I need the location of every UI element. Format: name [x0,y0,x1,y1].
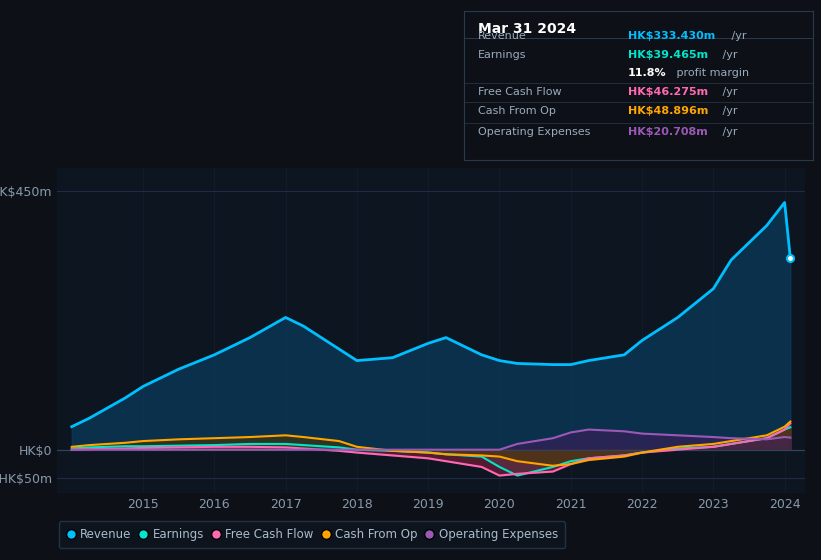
Text: /yr: /yr [718,106,737,116]
Text: HK$48.896m: HK$48.896m [628,106,709,116]
Text: HK$20.708m: HK$20.708m [628,127,708,137]
Text: profit margin: profit margin [673,68,750,78]
Legend: Revenue, Earnings, Free Cash Flow, Cash From Op, Operating Expenses: Revenue, Earnings, Free Cash Flow, Cash … [59,521,565,548]
Point [784,254,797,263]
Text: /yr: /yr [718,127,737,137]
Text: /yr: /yr [727,31,746,41]
Text: HK$46.275m: HK$46.275m [628,87,708,97]
Text: Earnings: Earnings [478,50,526,60]
Text: HK$39.465m: HK$39.465m [628,50,708,60]
Text: HK$333.430m: HK$333.430m [628,31,715,41]
Text: /yr: /yr [718,87,737,97]
Text: Operating Expenses: Operating Expenses [478,127,590,137]
Text: Free Cash Flow: Free Cash Flow [478,87,562,97]
Text: Cash From Op: Cash From Op [478,106,556,116]
Text: /yr: /yr [718,50,737,60]
Text: Revenue: Revenue [478,31,526,41]
Text: 11.8%: 11.8% [628,68,667,78]
Text: Mar 31 2024: Mar 31 2024 [478,22,576,36]
